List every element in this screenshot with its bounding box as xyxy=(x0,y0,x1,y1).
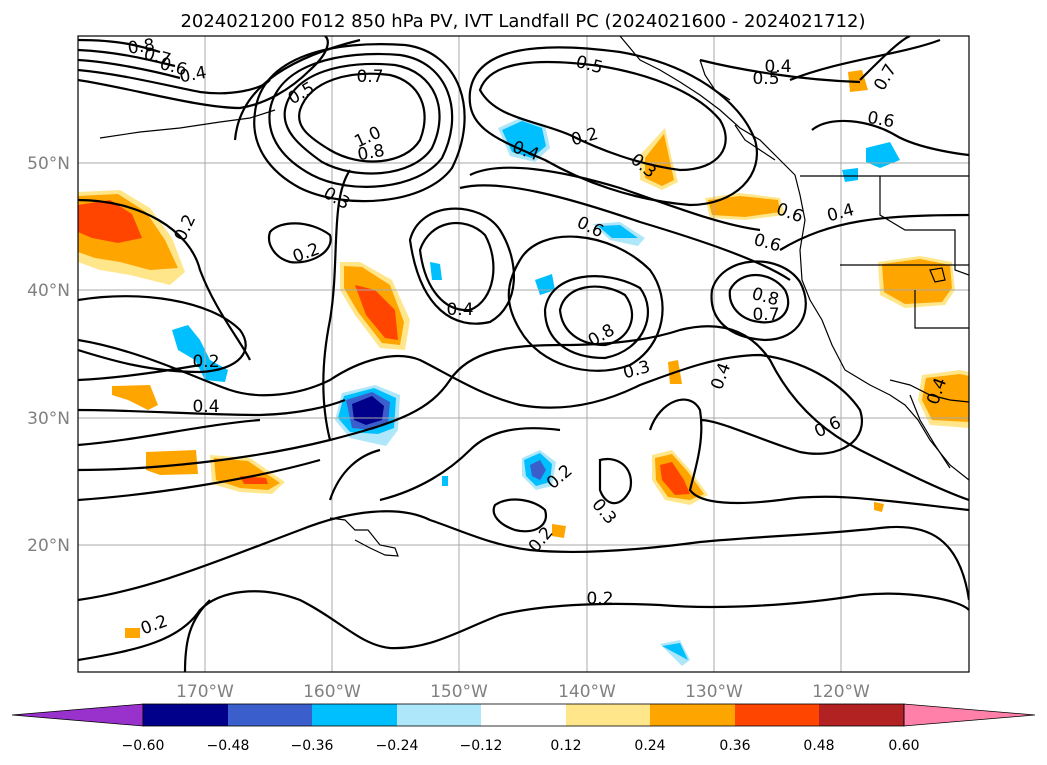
contour-label: 0.7 xyxy=(752,305,779,325)
lon-tick-labels: 170°W 160°W 150°W 140°W 130°W 120°W xyxy=(176,682,870,702)
lat-tick-label: 50°N xyxy=(27,154,70,174)
shading-layer xyxy=(78,70,969,666)
contour-label: 0.8 xyxy=(127,35,157,59)
colorbar-extend-max xyxy=(903,703,1036,727)
map-panel: 0.8 0.7 0.6 0.4 0.5 0.7 1.0 0.8 0.5 0.2 … xyxy=(77,35,970,673)
colorbar-segment xyxy=(566,704,650,726)
lon-tick-label: 120°W xyxy=(812,682,870,702)
lat-tick-labels: 50°N 40°N 30°N 20°N xyxy=(27,154,70,556)
colorbar-tick-label: 0.24 xyxy=(634,738,665,754)
contour-label: 0.6 xyxy=(866,108,896,132)
colorbar-segment xyxy=(228,704,312,726)
lat-tick-label: 20°N xyxy=(27,536,70,556)
contour-label: 0.4 xyxy=(192,397,219,417)
contour-label: 0.4 xyxy=(764,57,791,77)
contour-label: 0.4 xyxy=(446,300,473,320)
lat-tick-label: 30°N xyxy=(27,409,70,429)
colorbar-segment xyxy=(735,704,819,726)
lon-tick-label: 160°W xyxy=(303,682,361,702)
map-title: 2024021200 F012 850 hPa PV, IVT Landfall… xyxy=(180,11,865,32)
colorbar: −0.60 −0.48 −0.36 −0.24 −0.12 0.12 0.24 … xyxy=(11,703,1036,754)
lon-tick-label: 150°W xyxy=(430,682,488,702)
contour-label: 0.8 xyxy=(356,141,386,165)
colorbar-segment xyxy=(143,704,228,726)
contour-label: 0.4 xyxy=(178,63,208,87)
contour-label: 0.5 xyxy=(752,69,779,89)
colorbar-tick-label: −0.60 xyxy=(122,738,165,754)
colorbar-segment xyxy=(397,704,481,726)
lon-tick-label: 130°W xyxy=(685,682,743,702)
colorbar-segment xyxy=(481,704,566,726)
contour-label: 0.7 xyxy=(356,67,383,87)
contour-label: 0.2 xyxy=(192,352,219,372)
contour-lines xyxy=(78,36,969,672)
colorbar-segment xyxy=(650,704,735,726)
colorbar-segment xyxy=(819,704,904,726)
lon-tick-label: 170°W xyxy=(176,682,234,702)
colorbar-tick-label: 0.12 xyxy=(550,738,581,754)
colorbar-tick-label: −0.24 xyxy=(376,738,419,754)
lat-tick-label: 40°N xyxy=(27,281,70,301)
colorbar-tick-label: 0.48 xyxy=(803,738,834,754)
colorbar-tick-label: −0.48 xyxy=(207,738,250,754)
lon-tick-label: 140°W xyxy=(558,682,616,702)
colorbar-tick-label: −0.36 xyxy=(291,738,334,754)
colorbar-extend-min xyxy=(11,703,144,727)
colorbar-tick-label: 0.60 xyxy=(888,738,919,754)
colorbar-tick-label: 0.36 xyxy=(719,738,750,754)
contour-label: 0.2 xyxy=(586,589,613,609)
colorbar-tick-label: −0.12 xyxy=(460,738,503,754)
colorbar-segment xyxy=(312,704,397,726)
